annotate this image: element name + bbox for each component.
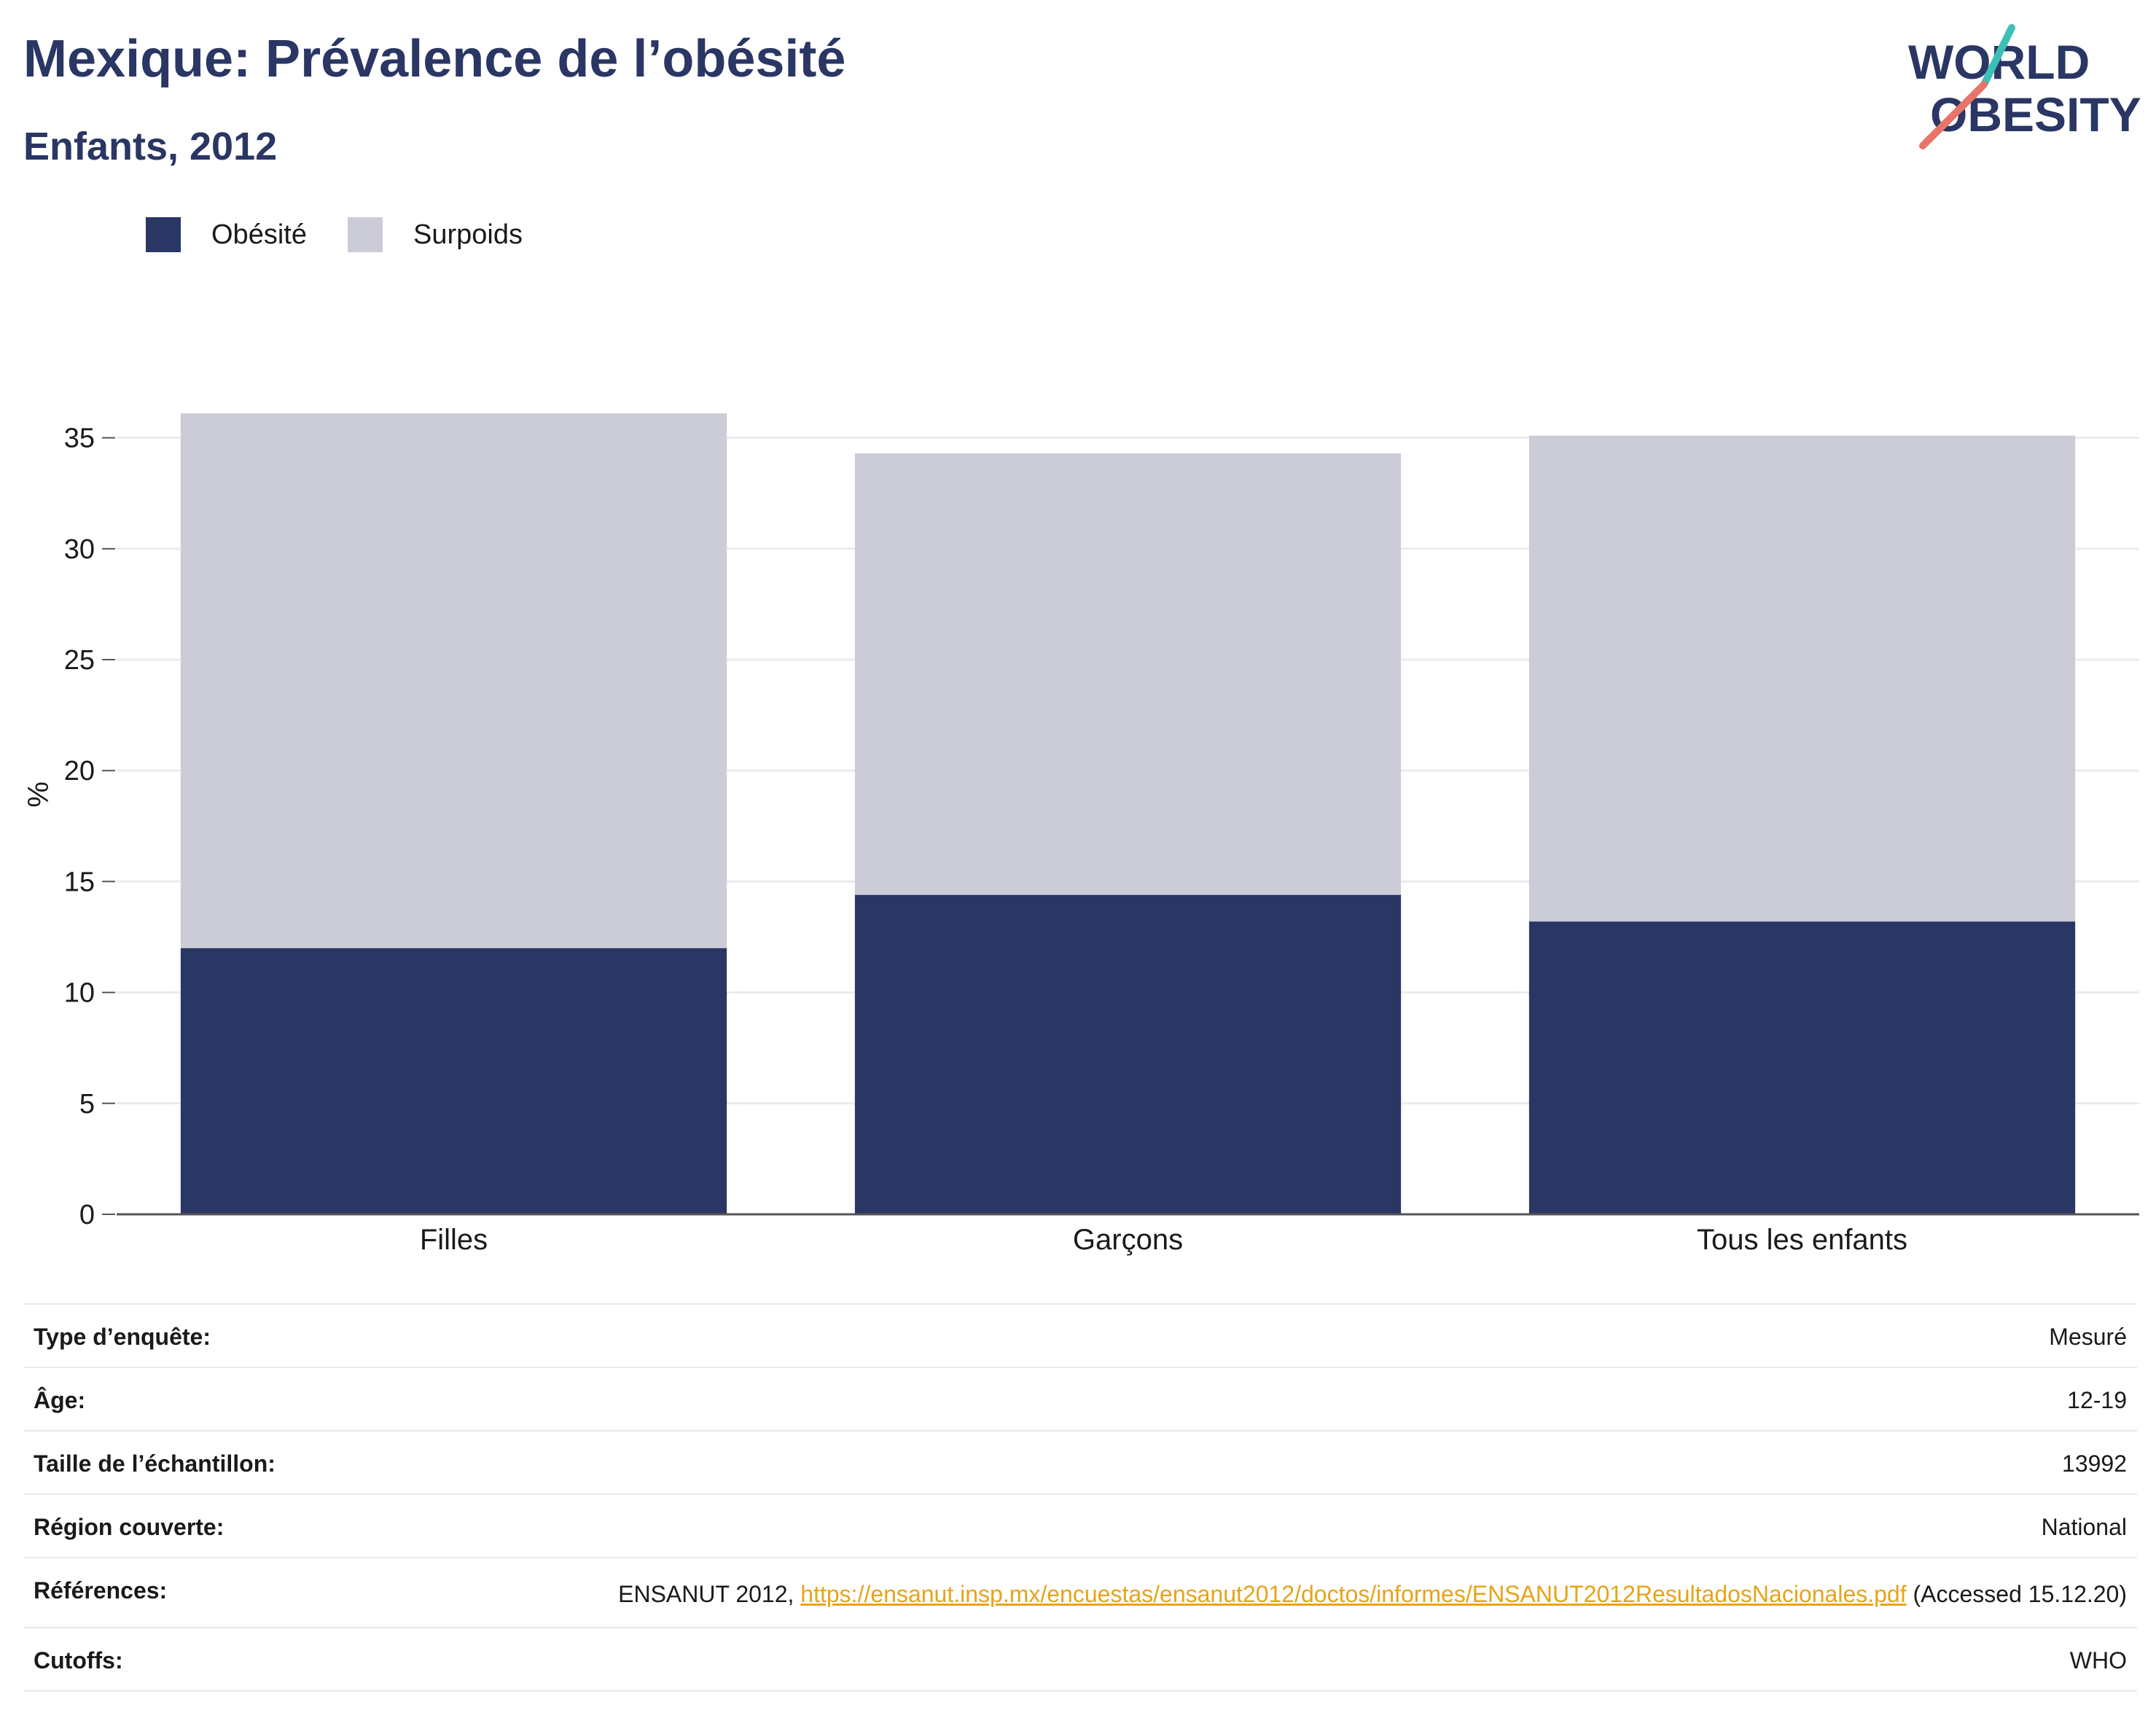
bar-surpoids-2: [1528, 435, 2076, 922]
bar-obesite-1: [854, 894, 1402, 1214]
info-label-type: Type d’enquête:: [34, 1324, 211, 1350]
logo-line-2: OBESITY: [1930, 87, 2141, 141]
info-row-cutoffs: Cutoffs: WHO: [23, 1627, 2137, 1692]
logo-slash-teal: [1980, 24, 2015, 88]
reference-link[interactable]: https://ensanut.insp.mx/encuestas/ensanu…: [800, 1581, 1907, 1607]
y-axis-label: %: [23, 781, 55, 808]
y-tick-label: 35: [64, 423, 95, 454]
chart-legend: Obésité Surpoids: [146, 217, 563, 252]
x-tick-label: Tous les enfants: [1697, 1224, 1907, 1256]
legend-label-surpoids: Surpoids: [413, 219, 523, 250]
y-tick-label: 0: [79, 1200, 95, 1230]
info-value-age: 12-19: [2067, 1387, 2127, 1413]
y-tick-labels: 0 5 10 15 20 25 30 35: [64, 423, 115, 1230]
info-label-sample: Taille de l’échantillon:: [34, 1450, 276, 1477]
y-tick-label: 20: [64, 756, 95, 786]
y-tick-label: 10: [64, 978, 95, 1009]
legend-item-surpoids[interactable]: Surpoids: [347, 217, 523, 252]
info-label-region: Région couverte:: [34, 1514, 224, 1540]
x-tick-label: Garçons: [1073, 1224, 1183, 1256]
info-row-references: Références: ENSANUT 2012, https://ensanu…: [23, 1557, 2137, 1627]
legend-item-obesite[interactable]: Obésité: [146, 217, 307, 252]
y-tick-label: 25: [64, 645, 95, 676]
info-label-cutoffs: Cutoffs:: [34, 1647, 123, 1674]
info-label-references: Références:: [34, 1577, 168, 1604]
logo-slash-coral: [1919, 81, 1988, 149]
legend-label-obesite: Obésité: [211, 219, 307, 250]
page-title: Mexique: Prévalence de l’obésité: [23, 30, 846, 88]
info-row-age: Âge: 12-19: [23, 1367, 2137, 1430]
survey-info-table: Type d’enquête: Mesuré Âge: 12-19 Taille…: [23, 1303, 2137, 1692]
info-row-sample: Taille de l’échantillon: 13992: [23, 1430, 2137, 1493]
info-value-references: ENSANUT 2012, https://ensanut.insp.mx/en…: [618, 1577, 2127, 1611]
info-value-region: National: [2041, 1514, 2127, 1540]
legend-swatch-surpoids: [347, 217, 383, 252]
reference-accessed: (Accessed 15.12.20): [1913, 1581, 2128, 1607]
reference-source: ENSANUT 2012,: [618, 1581, 794, 1607]
info-row-type: Type d’enquête: Mesuré: [23, 1303, 2137, 1367]
bar-surpoids-0: [180, 413, 727, 948]
stacked-bar-chart: 0 5 10 15 20 25 30 35 Filles Garçons Tous les enf…: [23, 413, 2139, 1256]
info-value-cutoffs: WHO: [2069, 1647, 2127, 1674]
bar-obesite-2: [1528, 921, 2076, 1214]
page-subtitle: Enfants, 2012: [23, 125, 278, 168]
world-obesity-logo: WORLD OBESITY: [1908, 24, 2141, 149]
info-value-type: Mesuré: [2049, 1324, 2127, 1350]
bars: [180, 413, 2076, 1214]
info-value-sample: 13992: [2062, 1450, 2127, 1477]
info-label-age: Âge:: [34, 1387, 86, 1413]
x-tick-labels: Filles Garçons Tous les enfants: [420, 1224, 1907, 1256]
y-tick-label: 30: [64, 534, 95, 565]
info-row-region: Région couverte: National: [23, 1493, 2137, 1557]
bar-obesite-0: [180, 948, 727, 1214]
legend-swatch-obesite: [146, 217, 181, 252]
y-tick-label: 5: [79, 1089, 95, 1120]
x-tick-label: Filles: [420, 1224, 488, 1256]
y-tick-label: 15: [64, 867, 95, 897]
bar-surpoids-1: [854, 453, 1402, 895]
